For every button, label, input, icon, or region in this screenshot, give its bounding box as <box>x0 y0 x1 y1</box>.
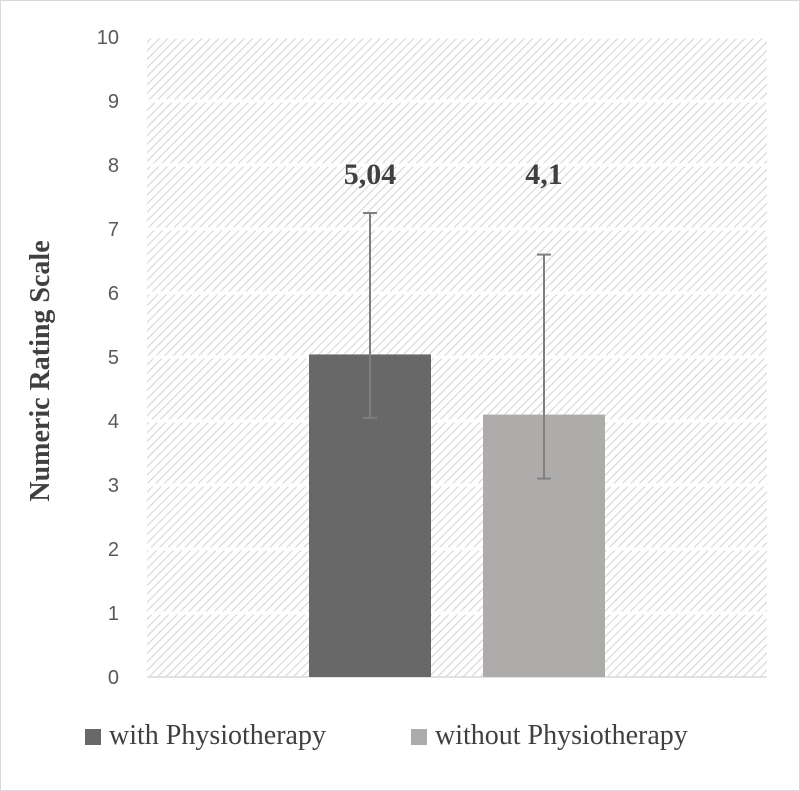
error-bar-with-physiotherapy <box>363 212 377 419</box>
legend-swatch-without-physiotherapy <box>411 729 427 745</box>
error-bars <box>363 212 551 480</box>
legend-label-with-physiotherapy: with Physiotherapy <box>109 720 326 751</box>
y-tick-label-5: 5 <box>108 347 119 369</box>
gridlines <box>147 35 767 615</box>
y-tick-label-6: 6 <box>108 283 119 305</box>
legend-label-without-physiotherapy: without Physiotherapy <box>435 720 688 751</box>
legend-item-without-physiotherapy: without Physiotherapy <box>411 720 688 751</box>
data-label-without-physiotherapy: 4,1 <box>525 158 563 191</box>
y-tick-label-3: 3 <box>108 475 119 497</box>
y-tick-label-9: 9 <box>108 91 119 113</box>
legend-item-with-physiotherapy: with Physiotherapy <box>85 720 326 751</box>
legend: with Physiotherapy without Physiotherapy <box>85 720 688 751</box>
legend-swatch-with-physiotherapy <box>85 729 101 745</box>
y-axis-ticks: 0 1 2 3 4 5 6 7 8 9 10 <box>97 27 119 689</box>
y-axis-label: Numeric Rating Scale <box>25 240 56 501</box>
y-tick-label-8: 8 <box>108 155 119 177</box>
data-labels: 5,04 4,1 <box>344 158 563 191</box>
y-tick-label-4: 4 <box>108 411 119 433</box>
y-tick-label-0: 0 <box>108 667 119 689</box>
y-tick-label-10: 10 <box>97 27 119 49</box>
error-bar-without-physiotherapy <box>537 253 551 480</box>
y-tick-label-2: 2 <box>108 539 119 561</box>
y-tick-label-1: 1 <box>108 603 119 625</box>
y-tick-label-7: 7 <box>108 219 119 241</box>
data-label-with-physiotherapy: 5,04 <box>344 158 397 191</box>
